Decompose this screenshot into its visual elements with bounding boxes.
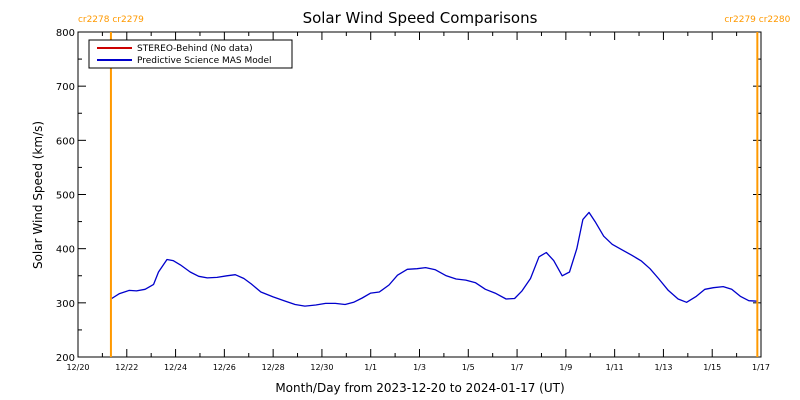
y-tick-label: 400 bbox=[56, 245, 75, 256]
x-tick-label: 12/28 bbox=[262, 363, 285, 372]
legend-box bbox=[88, 39, 293, 69]
y-tick-label: 300 bbox=[56, 299, 75, 310]
x-tick-label: 12/26 bbox=[213, 363, 236, 372]
x-axis-label: Month/Day from 2023-12-20 to 2024-01-17 … bbox=[275, 381, 564, 395]
legend: STEREO-Behind (No data) Predictive Scien… bbox=[88, 39, 293, 69]
x-tick-label: 1/11 bbox=[606, 363, 624, 372]
series-layer bbox=[110, 211, 758, 307]
series-line-mas-model bbox=[110, 211, 758, 307]
x-tick-label: 1/17 bbox=[752, 363, 770, 372]
x-axis: 12/20 12/22 12/24 12/26 12/28 12/30 1/1 1/3 1/5 1… bbox=[66, 32, 770, 372]
y-tick-label: 700 bbox=[56, 82, 75, 93]
y-tick-label: 600 bbox=[56, 136, 75, 147]
rotation-markers: cr2278 cr2279 cr2279 cr2280 bbox=[78, 15, 791, 357]
x-tick-label: 1/7 bbox=[511, 363, 524, 372]
legend-label-stereo: STEREO-Behind (No data) bbox=[137, 44, 253, 54]
plot-frame bbox=[77, 31, 762, 358]
x-tick-label: 1/9 bbox=[559, 363, 572, 372]
x-tick-label: 1/13 bbox=[654, 363, 672, 372]
x-tick-label: 1/1 bbox=[364, 363, 377, 372]
rotation-marker-label: cr2279 cr2280 bbox=[724, 15, 790, 25]
y-tick-label: 500 bbox=[56, 191, 75, 202]
x-tick-label: 12/24 bbox=[164, 363, 187, 372]
x-tick-label: 1/15 bbox=[703, 363, 721, 372]
y-axis-label: Solar Wind Speed (km/s) bbox=[31, 121, 45, 269]
plot-border bbox=[77, 31, 762, 358]
rotation-marker-label: cr2278 cr2279 bbox=[78, 15, 144, 25]
chart-title: Solar Wind Speed Comparisons bbox=[303, 9, 538, 27]
x-tick-label: 1/3 bbox=[413, 363, 426, 372]
y-tick-label: 800 bbox=[56, 28, 75, 39]
y-tick-label: 200 bbox=[56, 353, 75, 364]
y-axis: 200 300 400 500 600 700 800 bbox=[56, 28, 761, 364]
x-tick-label: 12/20 bbox=[66, 363, 89, 372]
x-tick-label: 12/22 bbox=[115, 363, 138, 372]
x-tick-label: 12/30 bbox=[310, 363, 333, 372]
x-tick-label: 1/5 bbox=[462, 363, 475, 372]
legend-label-mas-model: Predictive Science MAS Model bbox=[137, 56, 272, 66]
